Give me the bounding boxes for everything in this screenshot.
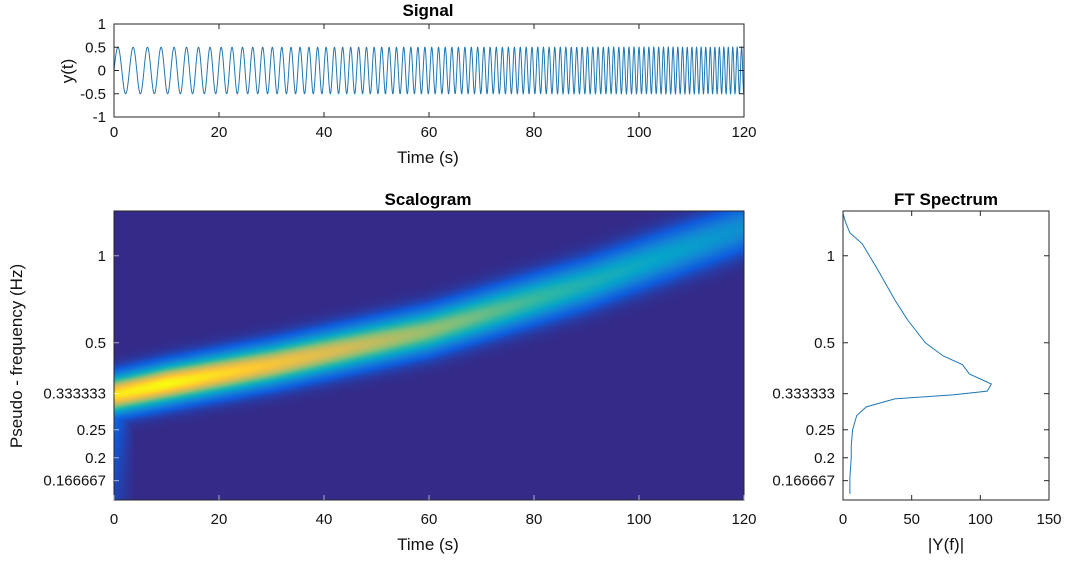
scalogram-title: Scalogram — [385, 190, 472, 209]
signal-y-tick-label: -1 — [93, 109, 106, 126]
scalogram-x-tick-label: 100 — [626, 511, 651, 528]
signal-title: Signal — [402, 1, 453, 20]
ft-spectrum-series-line — [842, 213, 993, 494]
scalogram-x-ticks: 0 20 40 60 80 100 120 — [110, 495, 757, 528]
ft-spectrum-title: FT Spectrum — [894, 190, 998, 209]
signal-y-tick-label: 0 — [98, 63, 106, 80]
scalogram-y-tick-label: 0.5 — [85, 335, 106, 352]
signal-series-line — [113, 45, 745, 96]
signal-panel: Signal 0 20 40 60 80 100 120 -1 -0.5 0 0.5 1 Time … — [58, 1, 757, 167]
signal-x-tick-label: 60 — [421, 124, 438, 141]
ft-spectrum-plot-area — [843, 211, 1049, 500]
scalogram-y-tick-label: 0.333333 — [43, 386, 106, 403]
signal-x-label: Time (s) — [397, 148, 459, 167]
ft-spectrum-x-tick-label: 0 — [839, 511, 847, 528]
ft-spectrum-x-ticks: 0 50 100 150 — [839, 211, 1062, 528]
scalogram-x-tick-label: 80 — [526, 511, 543, 528]
signal-x-tick-label: 120 — [731, 124, 756, 141]
ft-spectrum-y-tick-label: 0.5 — [814, 335, 835, 352]
ft-spectrum-y-tick-label: 0.166667 — [772, 473, 835, 490]
ft-spectrum-y-tick-label: 0.333333 — [772, 386, 835, 403]
ft-spectrum-y-tick-label: 0.25 — [806, 422, 835, 439]
signal-plot-area — [114, 24, 744, 117]
signal-x-tick-label: 20 — [211, 124, 228, 141]
signal-y-tick-label: 0.5 — [85, 39, 106, 56]
signal-y-label: y(t) — [58, 59, 77, 84]
scalogram-y-tick-label: 0.166667 — [43, 473, 106, 490]
signal-x-tick-label: 80 — [526, 124, 543, 141]
ft-spectrum-y-tick-label: 0.2 — [814, 450, 835, 467]
ft-spectrum-panel: FT Spectrum 0 50 100 150 1 0.5 0.333333 0.25 0.… — [772, 190, 1061, 554]
scalogram-x-label: Time (s) — [397, 535, 459, 554]
scalogram-y-label: Pseudo - frequency (Hz) — [7, 264, 26, 448]
ft-spectrum-x-tick-label: 50 — [903, 511, 920, 528]
ft-spectrum-x-tick-label: 100 — [968, 511, 993, 528]
scalogram-x-tick-label: 0 — [110, 511, 118, 528]
scalogram-y-tick-label: 0.25 — [77, 422, 106, 439]
signal-y-tick-label: 1 — [98, 16, 106, 33]
scalogram-x-tick-label: 120 — [731, 511, 756, 528]
scalogram-y-tick-label: 0.2 — [85, 450, 106, 467]
signal-x-tick-label: 0 — [110, 124, 118, 141]
signal-x-tick-label: 100 — [626, 124, 651, 141]
ft-spectrum-y-tick-label: 1 — [827, 248, 835, 265]
scalogram-panel: Scalogram 0 20 40 60 80 100 120 1 0.5 0.333333 0.… — [7, 190, 757, 554]
scalogram-y-ticks: 1 0.5 0.333333 0.25 0.2 0.166667 — [43, 248, 119, 490]
ft-spectrum-x-label: |Y(f)| — [928, 535, 964, 554]
signal-y-ticks: -1 -0.5 0 0.5 1 — [80, 16, 744, 126]
signal-x-ticks: 0 20 40 60 80 100 120 — [110, 24, 757, 141]
scalogram-x-tick-label: 20 — [211, 511, 228, 528]
signal-x-tick-label: 40 — [316, 124, 333, 141]
ft-spectrum-y-ticks: 1 0.5 0.333333 0.25 0.2 0.166667 — [772, 248, 1049, 490]
scalogram-heatmap — [114, 211, 744, 500]
ft-spectrum-axes-box — [842, 210, 1050, 501]
ft-spectrum-x-tick-label: 150 — [1036, 511, 1061, 528]
scalogram-y-tick-label: 1 — [98, 248, 106, 265]
signal-y-tick-label: -0.5 — [80, 86, 106, 103]
scalogram-x-tick-label: 40 — [316, 511, 333, 528]
scalogram-x-tick-label: 60 — [421, 511, 438, 528]
